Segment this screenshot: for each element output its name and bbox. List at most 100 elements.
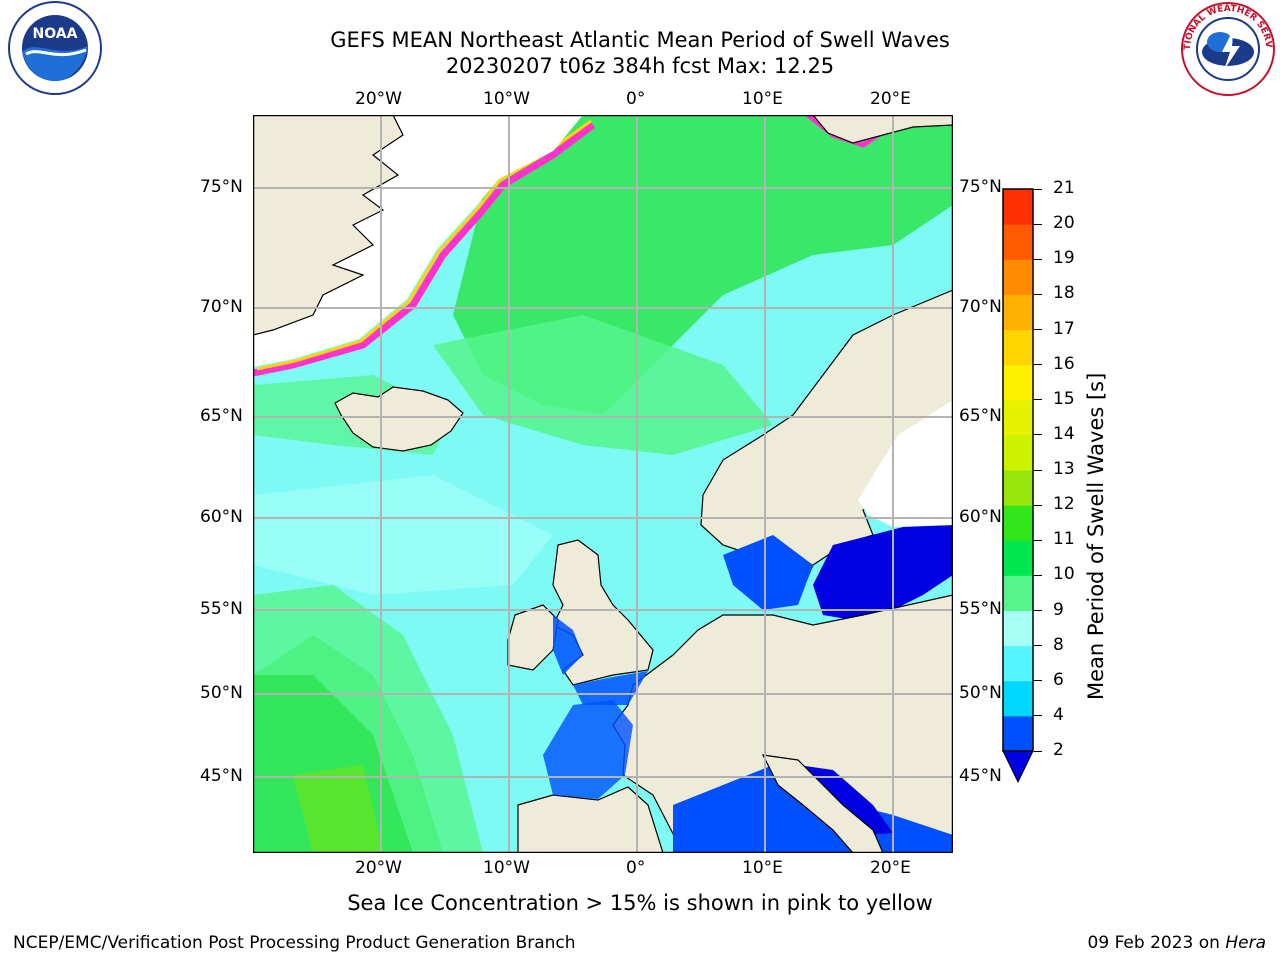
colorbar-tick-mark [1034, 188, 1042, 190]
sea-irish [553, 615, 583, 675]
lon-label-bottom: 20°W [355, 858, 402, 878]
lat-label-left: 55°N [200, 599, 243, 619]
sea-adriatic [798, 765, 893, 835]
colorbar-tick-label: 12 [1053, 494, 1075, 515]
colorbar-label: Mean Period of Swell Waves [s] [1084, 373, 1108, 700]
sea-channel [573, 671, 648, 705]
map-frame [253, 115, 953, 853]
colorbar-tick-mark [1034, 293, 1042, 295]
colorbar-tick-mark [1034, 680, 1042, 682]
swell-region-norwegian-sea [433, 315, 773, 455]
noaa-logo: NOAA [4, 0, 104, 100]
lon-label-bottom: 20°E [870, 858, 911, 878]
land-italy [761, 754, 884, 853]
lat-label-right: 50°N [959, 683, 1002, 703]
colorbar-tick-label: 9 [1053, 599, 1064, 620]
colorbar-tick-label: 19 [1053, 248, 1075, 269]
sea-ice-caption: Sea Ice Concentration > 15% is shown in … [347, 891, 933, 915]
sea-biscay [543, 700, 633, 799]
colorbar-band [1003, 505, 1033, 541]
colorbar-band [1003, 715, 1033, 752]
land-svalbard [812, 115, 953, 144]
colorbar-tick-label: 20 [1053, 213, 1075, 234]
colorbar-tick-label: 11 [1053, 529, 1075, 550]
colorbar-frame [1002, 188, 1034, 752]
colorbar-band [1003, 399, 1033, 436]
colorbar-tick-label: 13 [1053, 459, 1075, 479]
lon-label-top: 10°W [483, 89, 530, 109]
lon-label-top: 20°E [870, 89, 911, 109]
colorbar-label-text: Mean Period of Swell Waves [s] [1084, 372, 1108, 700]
colorbar-band [1003, 575, 1033, 611]
swell-region-southwest-deep [293, 765, 383, 853]
lon-label-top: 20°W [355, 89, 402, 109]
colorbar-tick-label: 8 [1053, 634, 1064, 655]
colorbar-tick-label: 18 [1053, 283, 1075, 304]
lat-label-left: 45°N [200, 766, 243, 786]
colorbar-tick-mark [1034, 539, 1042, 541]
colorbar-tick-mark [1034, 434, 1042, 436]
colorbar-tick-mark [1034, 364, 1042, 366]
colorbar-band [1003, 540, 1033, 576]
colorbar-band [1003, 224, 1033, 260]
graticule [253, 115, 953, 853]
colorbar-tick-mark [1034, 750, 1042, 752]
colorbar-band [1003, 189, 1033, 225]
footer-credit: NCEP/EMC/Verification Post Processing Pr… [13, 933, 576, 953]
colorbar-tick-mark [1034, 504, 1042, 506]
colorbar-tick-label: 17 [1053, 318, 1075, 339]
lat-label-left: 65°N [200, 406, 243, 426]
colorbar-tick-mark [1034, 645, 1042, 647]
land-finland [858, 400, 953, 527]
colorbar-tick-label: 16 [1053, 353, 1075, 374]
colorbar-band [1003, 434, 1033, 471]
lon-label-bottom: 0° [626, 858, 646, 878]
nws-logo: NATIONAL WEATHER SERVICE [1174, 0, 1278, 100]
colorbar-band [1003, 680, 1033, 717]
swell-region-midlat-light [253, 475, 553, 595]
colorbar [1002, 188, 1034, 784]
footer-date-text: 09 Feb 2023 on [1087, 933, 1220, 953]
footer-date: 09 Feb 2023 on Hera [1088, 933, 1266, 953]
colorbar-tick-label: 14 [1053, 423, 1075, 444]
colorbar-tick-mark [1034, 715, 1042, 717]
colorbar-tick-mark [1034, 258, 1042, 260]
colorbar-tick-mark [1034, 329, 1042, 330]
colorbar-tick-label: 21 [1053, 178, 1075, 198]
colorbar-band [1003, 259, 1033, 295]
colorbar-tick-label: 15 [1053, 388, 1075, 409]
lon-label-top: 10°E [742, 89, 783, 109]
chart-subtitle: 20230207 t06z 384h fcst Max: 12.25 [445, 54, 835, 78]
lon-label-bottom: 10°W [483, 858, 530, 878]
colorbar-tick-label: 2 [1053, 740, 1064, 760]
colorbar-band [1003, 329, 1033, 366]
colorbar-tick-label: 10 [1053, 564, 1075, 585]
footer-host: Hera [1225, 933, 1266, 953]
colorbar-tick-label: 6 [1053, 669, 1064, 690]
lat-label-right: 65°N [959, 406, 1002, 426]
sea-skagerrak [723, 535, 813, 610]
lat-label-left: 60°N [200, 507, 243, 527]
colorbar-band [1003, 294, 1033, 330]
lat-label-left: 75°N [200, 177, 243, 197]
lat-label-right: 75°N [959, 177, 1002, 197]
noaa-center-text: NOAA [33, 26, 78, 42]
swell-region-southwest-light [253, 585, 483, 853]
colorbar-tick-label: 4 [1053, 704, 1064, 725]
colorbar-tick-mark [1034, 223, 1042, 225]
colorbar-tick-mark [1034, 399, 1042, 401]
colorbar-band [1003, 610, 1033, 647]
lon-label-bottom: 10°E [742, 858, 783, 878]
lat-label-right: 70°N [959, 297, 1002, 317]
sea-baltic [813, 525, 953, 620]
lon-label-top: 0° [626, 89, 646, 109]
land-greenland [253, 115, 404, 336]
lat-label-left: 50°N [200, 683, 243, 703]
lat-label-left: 70°N [200, 297, 243, 317]
lat-label-right: 55°N [959, 599, 1002, 619]
colorbar-extend-arrow [1002, 750, 1034, 784]
map-panel [253, 115, 953, 853]
colorbar-tick-mark [1034, 469, 1042, 471]
lat-label-right: 60°N [959, 507, 1002, 527]
colorbar-band [1003, 364, 1033, 401]
